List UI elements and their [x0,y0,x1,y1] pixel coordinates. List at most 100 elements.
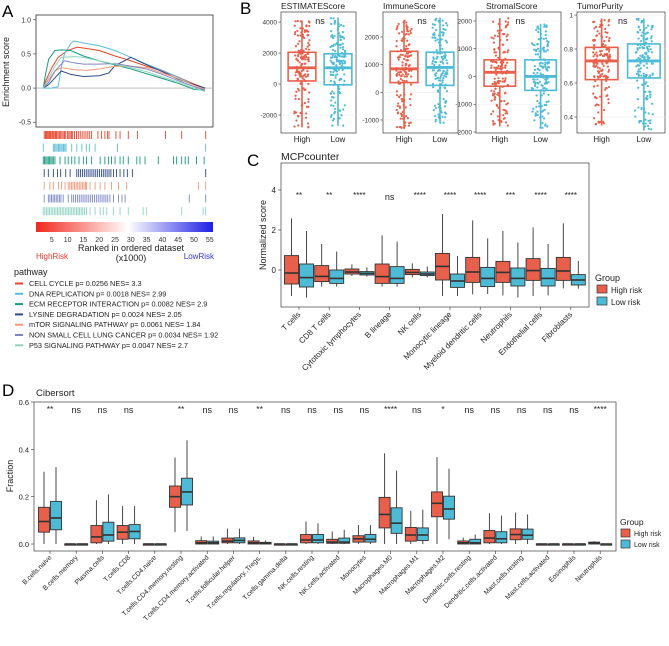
sample-point [537,47,540,50]
sample-point [647,112,650,115]
sample-point [307,122,310,125]
sample-point [595,51,598,54]
sample-point [299,111,302,115]
y-tick-label: 0.0 [21,86,31,93]
sample-point [395,108,398,111]
sample-point [303,102,306,105]
sample-point [542,92,545,95]
sample-point [639,62,642,65]
sample-point [434,74,437,77]
sample-point [293,110,296,113]
sample-point [339,43,342,46]
sample-point [410,27,413,31]
sample-point [597,71,600,75]
sample-point [395,94,399,97]
significance-label: ns [71,405,81,415]
high-risk-label: HighRisk [36,252,69,261]
sample-point [299,74,302,77]
sample-point [398,73,401,76]
sample-point [490,99,493,102]
sample-point [443,105,446,108]
sample-point [638,46,641,49]
sample-point [442,27,445,31]
sample-point [605,75,608,78]
sample-point [401,79,404,82]
sample-point [643,44,646,47]
sample-point [433,36,436,39]
sample-point [400,114,403,118]
y-tick-label: 1000 [365,62,380,69]
sample-point [649,95,652,99]
legend-swatch-low [620,539,631,549]
significance-label: ns [569,405,579,415]
box [300,534,312,544]
sample-point [546,77,549,80]
sample-point [342,108,345,111]
sample-point [332,48,335,52]
sample-point [339,38,342,42]
sample-point [301,77,304,80]
sample-point [398,105,401,108]
sample-point [651,72,654,75]
sample-point [404,114,408,118]
sample-point [330,22,333,26]
sample-point [638,28,642,32]
sample-point [397,71,400,74]
panel-label-a: A [2,2,14,21]
sample-point [644,122,647,125]
sample-point [541,84,544,88]
rank-tick-label: 25 [111,237,119,244]
sample-point [503,32,506,36]
sample-point [441,19,444,22]
sample-point [592,55,595,58]
sample-point [537,27,540,30]
sample-point [329,70,332,74]
sample-point [334,101,337,104]
sample-point [294,74,297,77]
sample-point [441,81,444,84]
sample-point [302,56,306,59]
sample-point [335,60,338,63]
sample-point [547,93,550,96]
sample-point [398,95,401,99]
sample-point [598,32,601,35]
sample-point [503,117,506,120]
sample-point [395,45,398,48]
significance-label: ns [491,405,501,415]
panel-label-d: D [2,381,14,400]
sample-point [431,60,434,63]
sample-point [397,58,400,61]
sample-point [409,83,413,86]
y-tick-label: -2000 [455,130,472,137]
sample-point [650,28,653,31]
sample-point [442,58,445,61]
sample-point [300,69,303,73]
sample-point [330,104,333,107]
sample-point [650,35,653,38]
sample-point [533,80,536,83]
sample-point [436,89,440,92]
sample-point [293,125,296,128]
sample-point [491,20,495,23]
mcp-legend-low: Low risk [611,298,641,307]
sample-point [490,113,493,116]
sample-point [592,92,595,95]
sample-point [639,67,643,70]
sample-point [331,45,335,48]
sample-point [337,59,341,62]
sample-point [493,34,497,37]
sample-point [405,80,408,83]
sample-point [504,77,507,80]
sample-point [602,64,605,67]
cell-type-label: T cells [280,310,303,333]
sample-point [342,37,346,40]
sample-point [338,78,342,81]
sample-point [492,41,495,44]
sample-point [331,54,334,57]
sample-point [305,116,308,119]
sample-point [304,62,307,65]
sample-point [441,47,444,50]
sample-point [536,78,539,81]
sample-point [608,53,611,56]
sample-point [493,98,496,101]
